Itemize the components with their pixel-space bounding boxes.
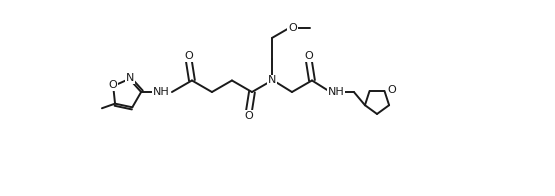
Text: NH: NH — [153, 87, 169, 97]
Text: O: O — [305, 51, 313, 61]
Text: N: N — [268, 75, 276, 85]
Text: O: O — [108, 80, 117, 90]
Text: O: O — [387, 85, 396, 95]
Text: O: O — [184, 51, 193, 61]
Text: O: O — [245, 111, 253, 121]
Text: N: N — [126, 73, 134, 83]
Text: O: O — [288, 23, 297, 33]
Text: NH: NH — [328, 87, 345, 97]
